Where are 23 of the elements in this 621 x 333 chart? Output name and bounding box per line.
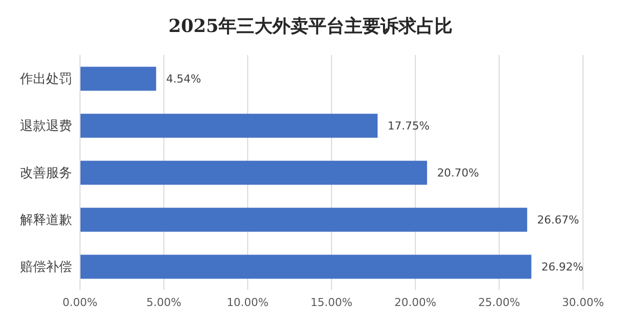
y-tick-label: 退款退费 <box>20 119 72 134</box>
bar <box>80 208 528 232</box>
x-tick-label: 0.00% <box>62 296 98 309</box>
y-tick-label: 赔偿补偿 <box>20 260 72 276</box>
x-tick-label: 20.00% <box>394 296 436 309</box>
data-label: 26.92% <box>541 260 584 274</box>
y-tick-label: 改善服务 <box>20 165 72 182</box>
x-tick-label: 25.00% <box>478 296 520 309</box>
bar <box>80 160 428 185</box>
x-tick-label: 10.00% <box>226 296 269 309</box>
x-tick-label: 30.00% <box>562 296 604 309</box>
x-tick-label: 15.00% <box>310 296 352 309</box>
x-tick-label: 5.00% <box>146 296 182 309</box>
data-label: 17.75% <box>388 120 430 133</box>
y-tick-label: 作出处罚 <box>19 72 72 88</box>
bar <box>80 254 532 279</box>
data-label: 26.67% <box>537 214 580 227</box>
data-label: 4.54% <box>166 72 202 86</box>
bar <box>80 66 156 91</box>
y-tick-label: 解释道歉 <box>20 213 72 228</box>
chart-title: 2025年三大外卖平台主要诉求占比 <box>167 15 454 39</box>
data-label: 20.70% <box>437 166 480 180</box>
bar <box>80 114 378 138</box>
